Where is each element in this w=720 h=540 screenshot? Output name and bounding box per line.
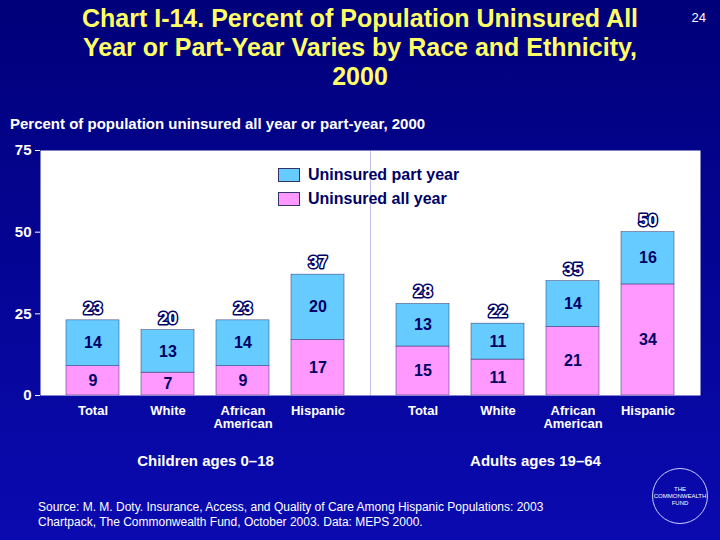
html-text:Percent of population uninsure: Percent of population uninsured all year… — [10, 115, 426, 132]
svg-text:9: 9 — [239, 372, 248, 389]
svg-text:Children ages 0–18: Children ages 0–18 — [137, 452, 274, 469]
html-text:24: 24 — [691, 10, 706, 25]
svg-text:37: 37 — [309, 253, 328, 272]
svg-text:7: 7 — [164, 375, 173, 392]
svg-text:13: 13 — [414, 316, 432, 333]
html-text:Chart I-14. Percent of Populat: Chart I-14. Percent of Population Uninsu… — [82, 4, 638, 90]
svg-text:23: 23 — [234, 299, 253, 318]
svg-text:25: 25 — [15, 305, 32, 322]
svg-text:Hispanic: Hispanic — [621, 403, 675, 418]
svg-text:AfricanAmerican: AfricanAmerican — [213, 403, 272, 431]
svg-text:16: 16 — [639, 249, 657, 266]
svg-text:13: 13 — [159, 343, 177, 360]
svg-text:15: 15 — [414, 362, 432, 379]
svg-text:21: 21 — [564, 352, 582, 369]
svg-text:14: 14 — [564, 295, 582, 312]
svg-text:AfricanAmerican: AfricanAmerican — [543, 403, 602, 431]
html-text:Uninsured all year: Uninsured all year — [308, 190, 447, 207]
svg-text:20: 20 — [309, 298, 327, 315]
svg-text:75: 75 — [15, 141, 32, 158]
svg-text:28: 28 — [414, 282, 433, 301]
svg-text:22: 22 — [489, 302, 508, 321]
svg-text:Hispanic: Hispanic — [291, 403, 345, 418]
svg-text:White: White — [480, 403, 515, 418]
svg-text:Total: Total — [78, 403, 108, 418]
svg-text:11: 11 — [490, 369, 507, 386]
svg-text:50: 50 — [639, 211, 658, 230]
html-text:THE COMMONWEALTH FUND: THE COMMONWEALTH FUND — [653, 485, 707, 506]
svg-text:20: 20 — [159, 309, 178, 328]
svg-text:35: 35 — [564, 260, 583, 279]
html-text:Source: M. M. Doty. Insurance,: Source: M. M. Doty. Insurance, Access, a… — [38, 500, 544, 529]
svg-text:Total: Total — [408, 403, 438, 418]
svg-text:14: 14 — [84, 334, 102, 351]
svg-text:White: White — [150, 403, 185, 418]
svg-text:11: 11 — [490, 333, 507, 350]
svg-text:9: 9 — [89, 372, 98, 389]
svg-text:50: 50 — [15, 223, 32, 240]
svg-text:14: 14 — [234, 334, 252, 351]
svg-text:34: 34 — [639, 331, 657, 348]
svg-text:Adults ages 19–64: Adults ages 19–64 — [470, 452, 602, 469]
svg-text:0: 0 — [23, 386, 31, 403]
html-text:Uninsured part year: Uninsured part year — [308, 166, 460, 183]
svg-text:23: 23 — [84, 299, 103, 318]
svg-text:17: 17 — [309, 359, 327, 376]
